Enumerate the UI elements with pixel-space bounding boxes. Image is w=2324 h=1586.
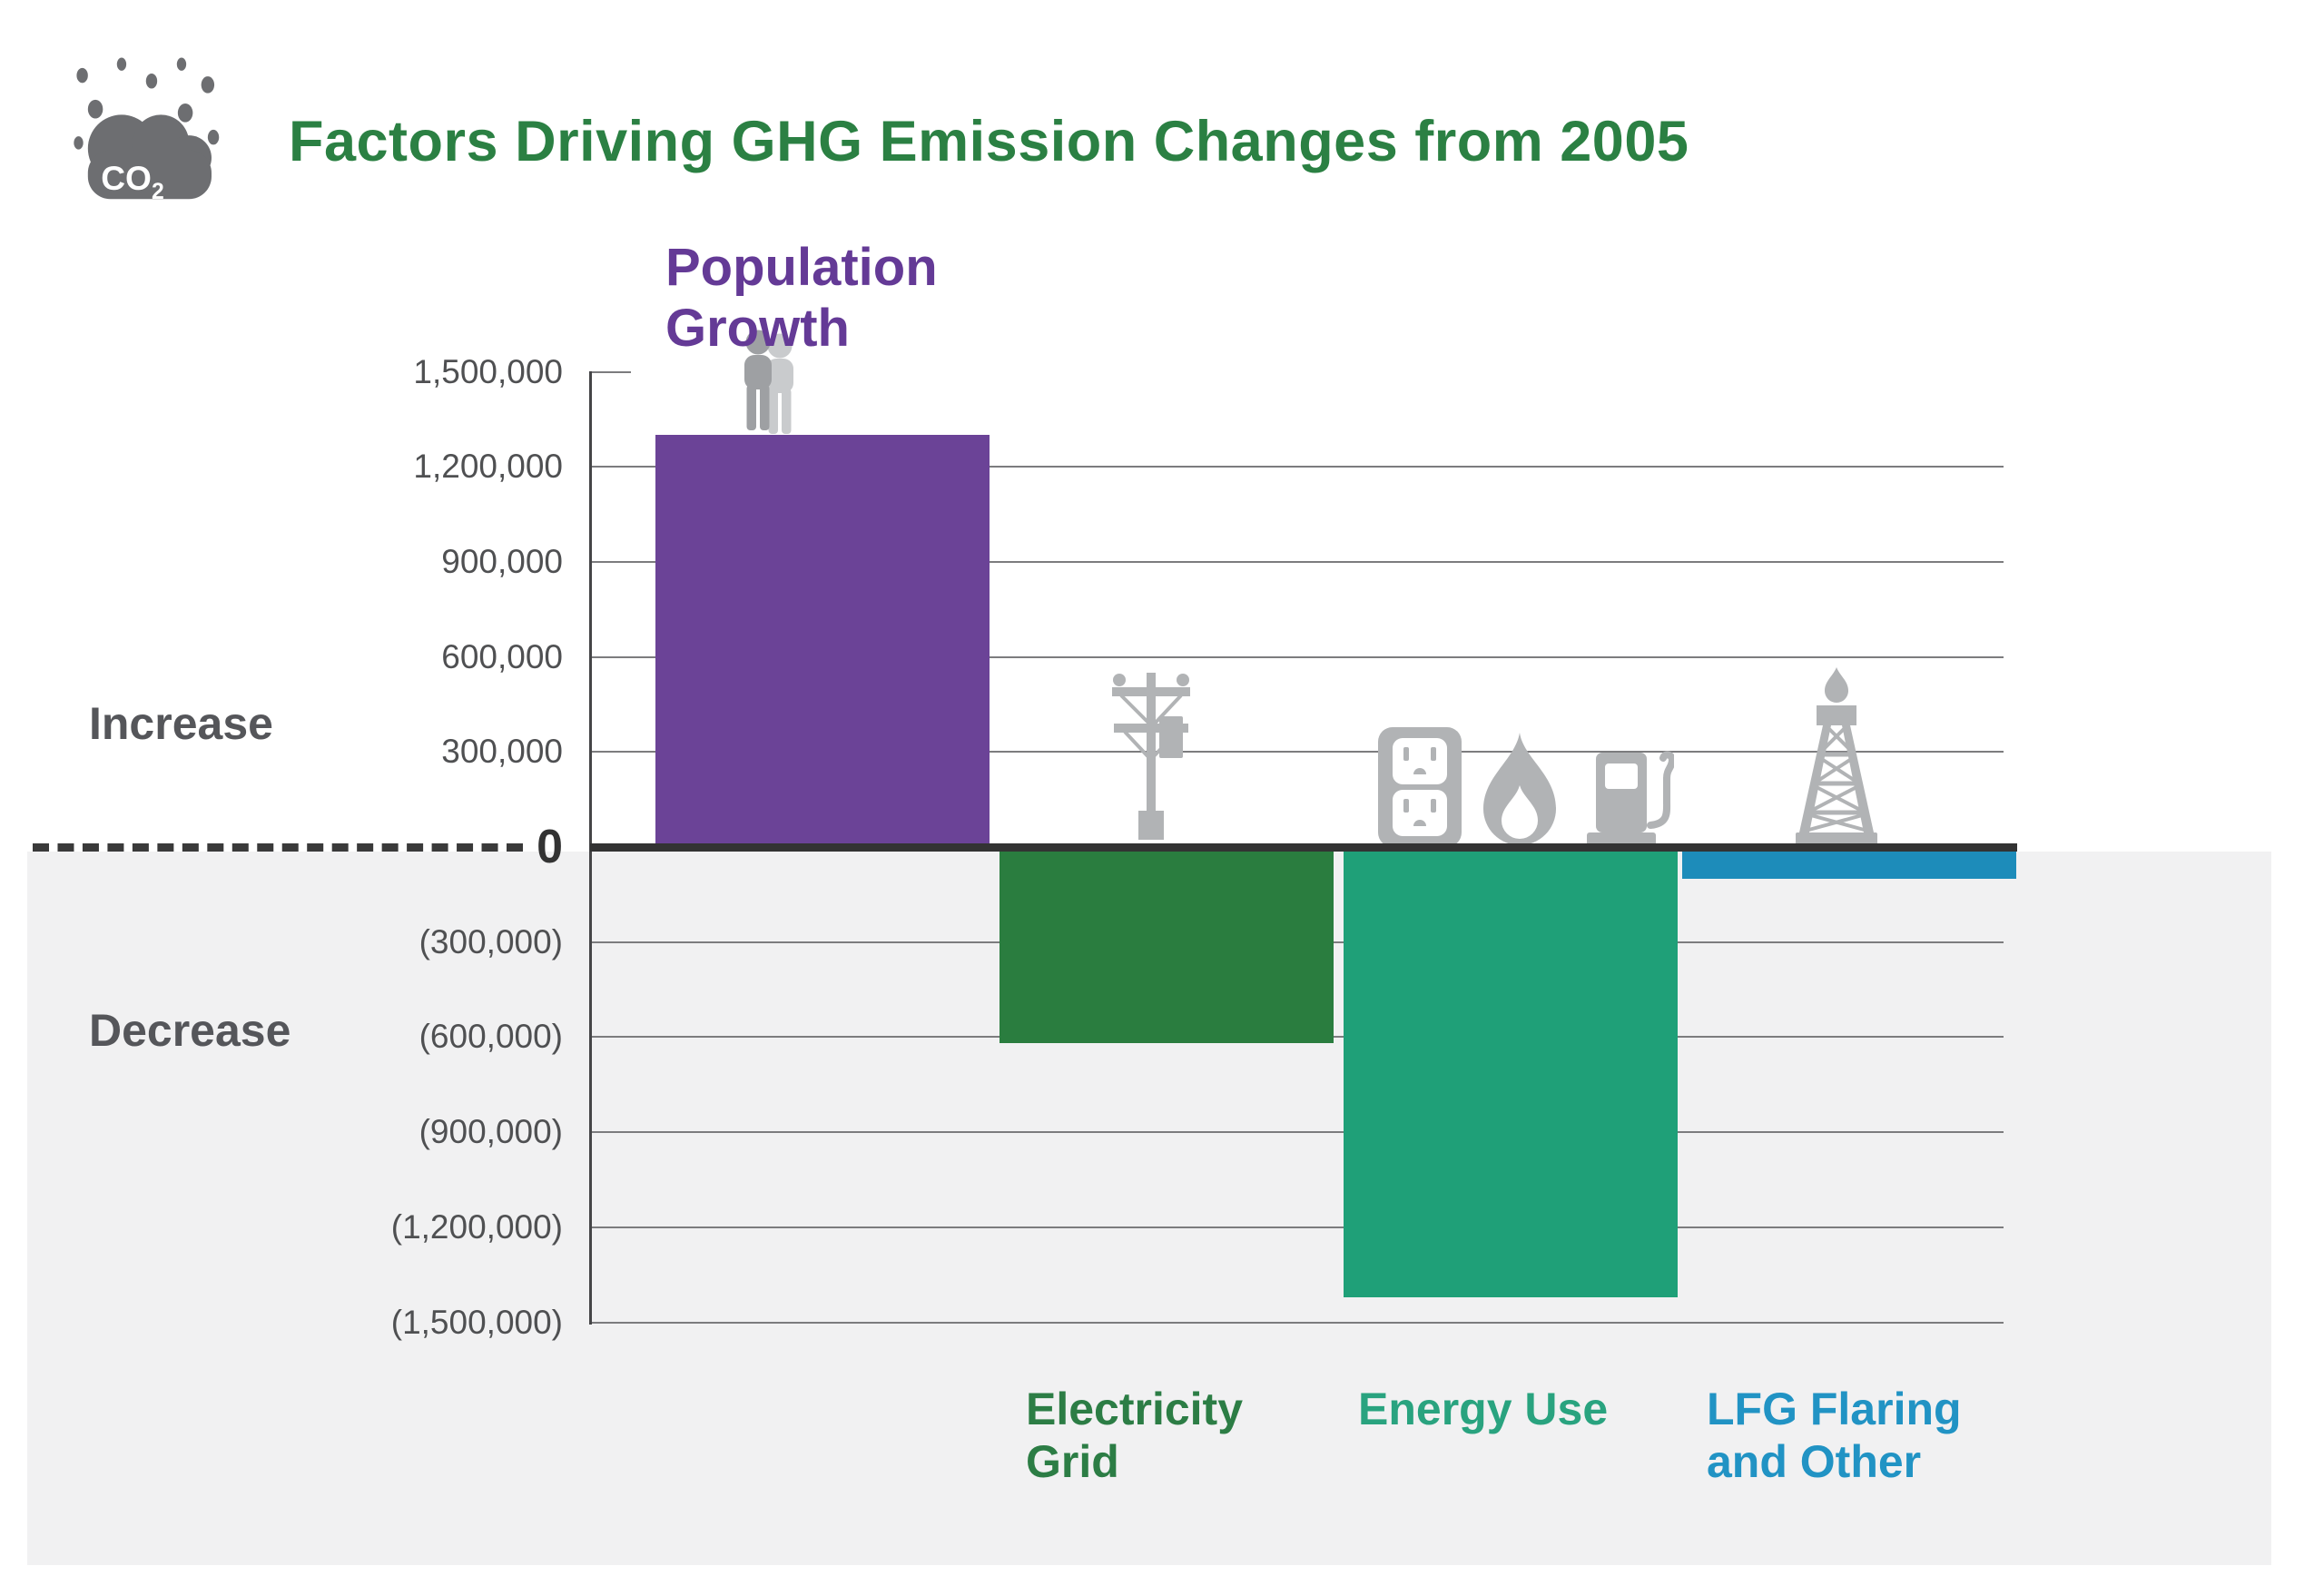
decrease-label: Decrease xyxy=(89,1005,291,1056)
gridline xyxy=(590,466,2004,468)
gridline xyxy=(590,1131,2004,1134)
gridline xyxy=(590,751,2004,754)
y-tick-label: (600,000) xyxy=(419,1018,563,1056)
bar-electricity-grid xyxy=(1000,852,1334,1044)
category-label-population-growth: Population Growth xyxy=(665,238,938,358)
y-tick-label: (300,000) xyxy=(419,922,563,960)
y-tick-label: 1,200,000 xyxy=(413,448,563,486)
gridline xyxy=(590,655,2004,658)
category-label-electricity-grid: Electricity Grid xyxy=(1026,1384,1244,1487)
y-tick-label: (900,000) xyxy=(419,1113,563,1151)
y-tick-label: 1,500,000 xyxy=(413,352,563,390)
co2-cloud-icon: CO2 xyxy=(74,57,220,204)
flare-tower-icon xyxy=(1796,667,1877,845)
category-label-energy-use: Energy Use xyxy=(1358,1384,1609,1434)
y-tick-label: 600,000 xyxy=(441,637,563,675)
zero-baseline xyxy=(590,843,2017,852)
bar-population-growth xyxy=(655,435,990,852)
power-pole-icon xyxy=(1112,673,1190,840)
increase-label: Increase xyxy=(89,698,273,749)
bar-energy-use xyxy=(1344,852,1678,1297)
zero-dotted-line xyxy=(33,843,523,852)
flame-icon xyxy=(1483,733,1556,845)
gridline xyxy=(590,560,2004,563)
y-tick-label: (1,200,000) xyxy=(390,1207,563,1246)
gridline xyxy=(590,1226,2004,1228)
bar-lfg-flaring-and-other xyxy=(1682,852,2016,879)
people-icon xyxy=(744,330,793,434)
gridline xyxy=(590,370,631,373)
gas-pump-icon xyxy=(1587,751,1674,847)
co2-badge-text: CO2 xyxy=(101,159,163,204)
category-label-lfg-flaring-and-other: LFG Flaring and Other xyxy=(1707,1384,1962,1487)
gridline xyxy=(590,1321,2004,1324)
y-tick-label: 900,000 xyxy=(441,542,563,580)
y-tick-label: (1,500,000) xyxy=(390,1303,563,1341)
y-tick-label: 300,000 xyxy=(441,733,563,771)
y-tick-label: 0 xyxy=(537,821,563,873)
outlet-icon xyxy=(1378,727,1462,847)
chart-title: Factors Driving GHG Emission Changes fro… xyxy=(289,110,1689,173)
